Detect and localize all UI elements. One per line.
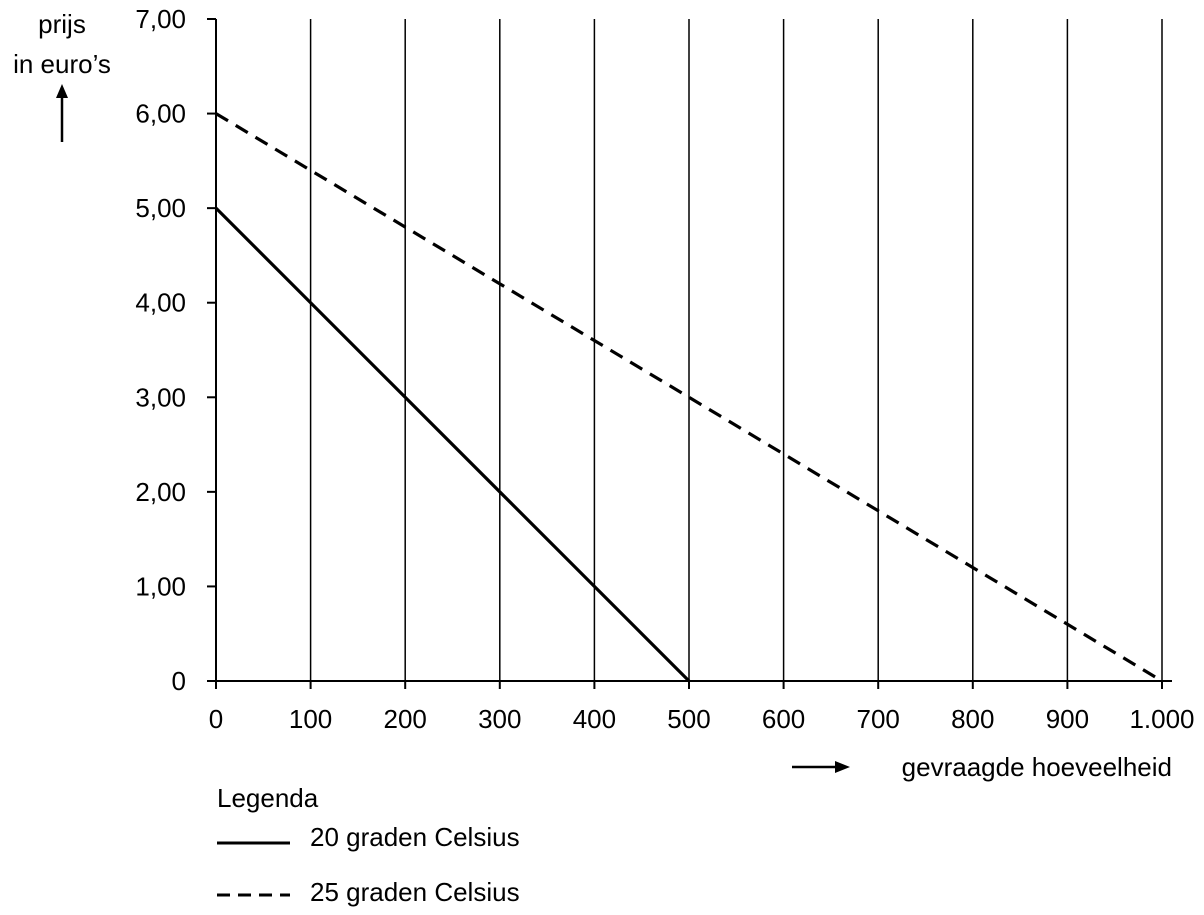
x-tick-label-200: 200 — [384, 704, 427, 734]
legend-label-20c: 20 graden Celsius — [310, 822, 520, 852]
x-axis-title: gevraagde hoeveelheid — [792, 752, 1172, 782]
y-tick-label-2: 2,00 — [135, 477, 186, 507]
x-tick-label-100: 100 — [289, 704, 332, 734]
x-tick-label-500: 500 — [667, 704, 710, 734]
tick-labels: 0 1,00 2,00 3,00 4,00 5,00 6,00 7,00 0 100 200 300 4… — [135, 4, 1194, 734]
legend-title: Legenda — [217, 783, 319, 813]
series-lines — [214, 112, 1163, 683]
x-tick-label-0: 0 — [209, 704, 223, 734]
series-line-20c — [214, 207, 691, 683]
y-tick-label-6: 6,00 — [135, 99, 186, 129]
legend-label-25c: 25 graden Celsius — [310, 877, 520, 907]
x-tick-label-800: 800 — [951, 704, 994, 734]
legend: Legenda 20 graden Celsius 25 graden Cels… — [217, 783, 520, 907]
y-tick-label-5: 5,00 — [135, 193, 186, 223]
x-axis-arrow-icon — [792, 761, 850, 773]
grid-lines — [309, 19, 1163, 681]
y-tick-label-0: 0 — [172, 666, 186, 696]
y-tick-label-3: 3,00 — [135, 382, 186, 412]
x-tick-label-1000: 1.000 — [1129, 704, 1194, 734]
x-tick-label-400: 400 — [573, 704, 616, 734]
axes — [207, 18, 1172, 689]
y-axis-title-line-1: prijs — [38, 9, 86, 39]
y-axis-arrow-icon — [56, 84, 68, 142]
y-tick-label-4: 4,00 — [135, 288, 186, 318]
x-tick-label-600: 600 — [762, 704, 805, 734]
x-tick-label-300: 300 — [478, 704, 521, 734]
x-axis-title-text: gevraagde hoeveelheid — [902, 752, 1172, 782]
y-tick-label-7: 7,00 — [135, 4, 186, 34]
x-tick-label-900: 900 — [1046, 704, 1089, 734]
y-axis-title-line-2: in euro’s — [13, 49, 111, 79]
x-tick-label-700: 700 — [857, 704, 900, 734]
y-tick-label-1: 1,00 — [135, 571, 186, 601]
y-axis-title: prijs in euro’s — [13, 9, 111, 142]
